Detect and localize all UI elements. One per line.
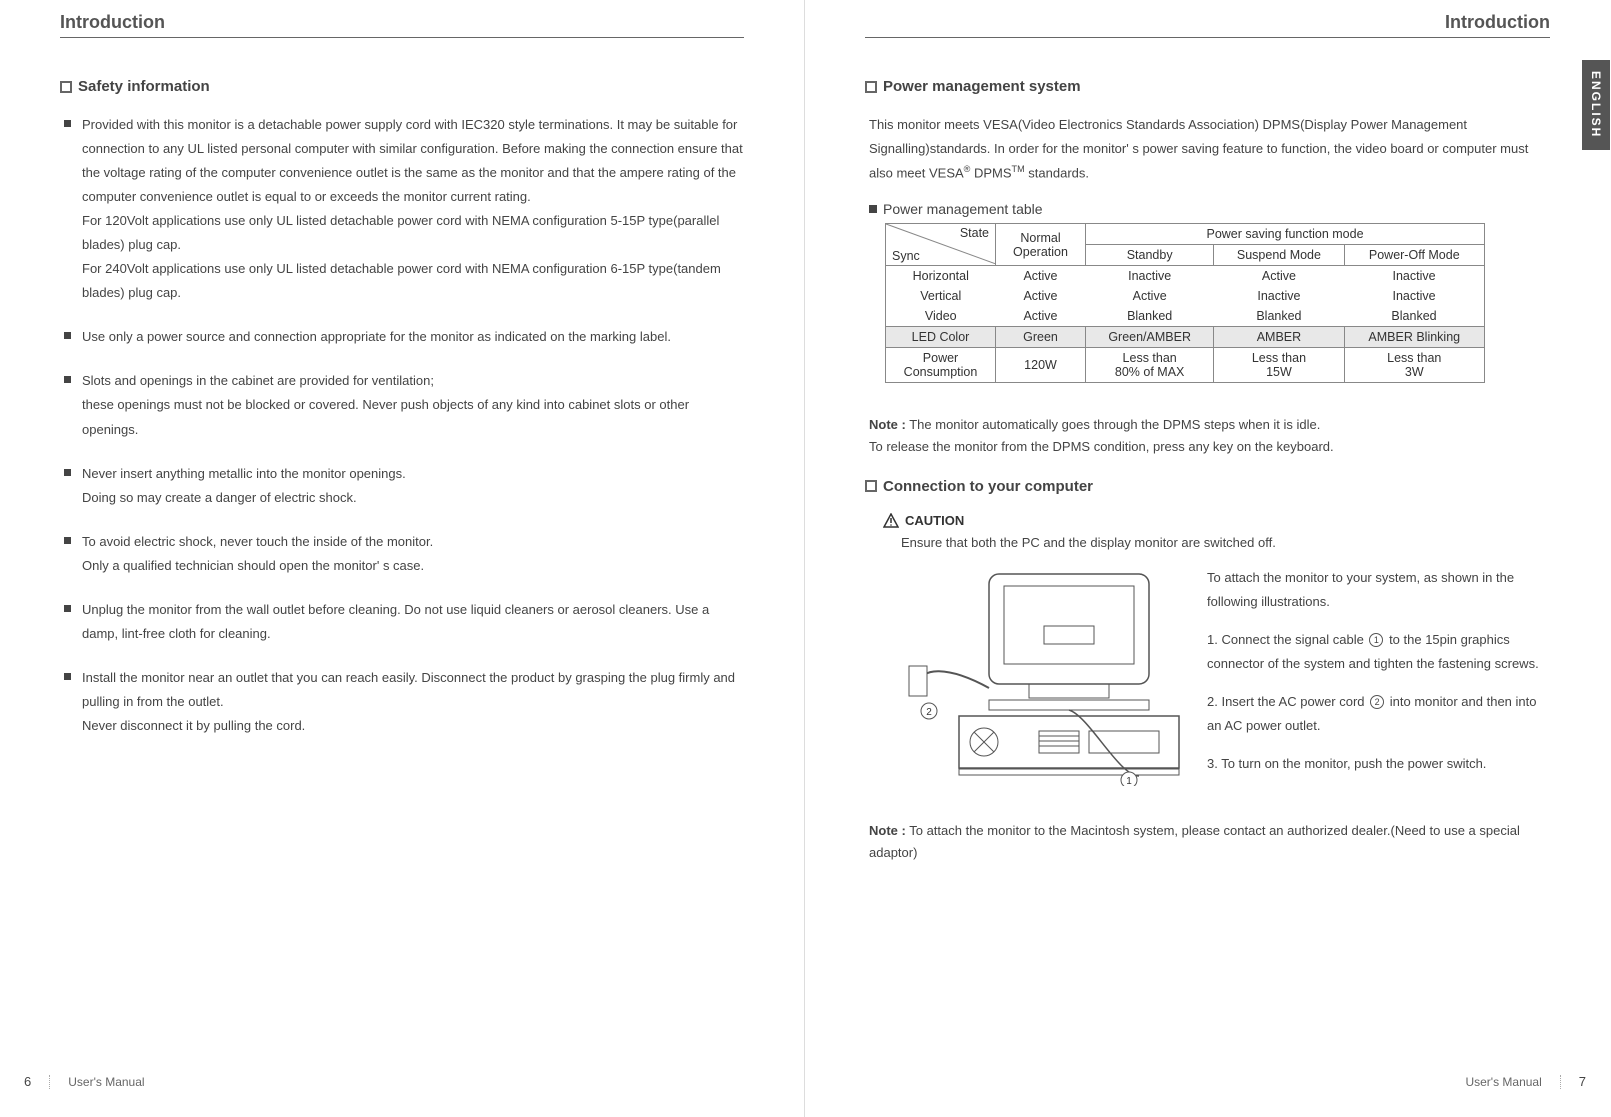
cell: Less than 80% of MAX	[1086, 348, 1214, 383]
pm-table-label: Power management table	[869, 201, 1550, 217]
cell: Green/AMBER	[1086, 327, 1214, 348]
conn-intro: To attach the monitor to your system, as…	[1207, 566, 1550, 614]
connection-text: To attach the monitor to your system, as…	[1207, 566, 1550, 790]
warning-icon	[883, 513, 899, 529]
caution-row: CAUTION	[883, 513, 1550, 529]
note-text: To attach the monitor to the Macintosh s…	[869, 823, 1520, 860]
col-normal: Normal Operation	[996, 224, 1086, 266]
conn-step3: 3. To turn on the monitor, push the powe…	[1207, 752, 1550, 776]
list-item: Provided with this monitor is a detachab…	[64, 113, 744, 305]
cell: Active	[1214, 266, 1344, 287]
circle-2-icon: 2	[1370, 695, 1384, 709]
cell: Inactive	[1086, 266, 1214, 287]
note-label: Note :	[869, 823, 906, 838]
page-number: 7	[1579, 1074, 1586, 1089]
pm-table: Sync State Normal Operation Power saving…	[885, 223, 1485, 383]
cell: LED Color	[886, 327, 996, 348]
note-text: The monitor automatically goes through t…	[869, 417, 1334, 454]
cell: Active	[996, 306, 1086, 327]
divider	[1560, 1075, 1561, 1089]
section-conn-label: Connection to your computer	[883, 478, 1093, 495]
language-tab: ENGLISH	[1582, 60, 1610, 150]
section-conn: Connection to your computer	[865, 478, 1550, 495]
conn-note: Note : To attach the monitor to the Maci…	[869, 798, 1550, 864]
cell: Active	[996, 286, 1086, 306]
cell: Active	[1086, 286, 1214, 306]
text: 2. Insert the AC power cord	[1207, 694, 1368, 709]
footer-label: User's Manual	[68, 1075, 144, 1089]
list-item: Use only a power source and connection a…	[64, 325, 744, 349]
square-icon	[865, 81, 877, 93]
cell: Inactive	[1344, 286, 1484, 306]
list-item: Unplug the monitor from the wall outlet …	[64, 598, 744, 646]
corner-state: State	[960, 226, 989, 240]
col-standby: Standby	[1086, 245, 1214, 266]
safety-list: Provided with this monitor is a detachab…	[60, 113, 744, 738]
cell: Green	[996, 327, 1086, 348]
page-number: 6	[24, 1074, 31, 1089]
connection-diagram: 2 1	[889, 566, 1189, 789]
page-title-right: Introduction	[865, 12, 1550, 38]
pm-table-label-text: Power management table	[883, 201, 1043, 217]
cell: Active	[996, 266, 1086, 287]
cell: Blanked	[1086, 306, 1214, 327]
list-item: Slots and openings in the cabinet are pr…	[64, 369, 744, 441]
cell: AMBER Blinking	[1344, 327, 1484, 348]
cell: Less than 15W	[1214, 348, 1344, 383]
caution-label: CAUTION	[905, 513, 964, 528]
cell: Inactive	[1214, 286, 1344, 306]
svg-text:1: 1	[1126, 776, 1132, 786]
caution-text: Ensure that both the PC and the display …	[901, 533, 1550, 554]
svg-text:2: 2	[926, 707, 932, 718]
cell: Vertical	[886, 286, 996, 306]
pm-intro: This monitor meets VESA(Video Electronic…	[865, 113, 1550, 185]
cell: Video	[886, 306, 996, 327]
table-corner: Sync State	[886, 224, 996, 266]
text: 1. Connect the signal cable	[1207, 632, 1367, 647]
cell: Inactive	[1344, 266, 1484, 287]
left-page: Introduction Safety information Provided…	[0, 0, 805, 1117]
list-item: Never insert anything metallic into the …	[64, 462, 744, 510]
list-item: To avoid electric shock, never touch the…	[64, 530, 744, 578]
col-poweroff: Power-Off Mode	[1344, 245, 1484, 266]
section-pm: Power management system	[865, 78, 1550, 95]
conn-step1: 1. Connect the signal cable 1 to the 15p…	[1207, 628, 1550, 676]
page-title-left: Introduction	[60, 12, 744, 38]
text: DPMS	[970, 165, 1011, 180]
footer-right: User's Manual 7	[1465, 1074, 1586, 1089]
square-icon	[60, 81, 72, 93]
right-page: Introduction ENGLISH Power management sy…	[805, 0, 1610, 1117]
conn-step2: 2. Insert the AC power cord 2 into monit…	[1207, 690, 1550, 738]
connection-block: 2 1 To attach the monitor to your system…	[889, 566, 1550, 790]
corner-sync: Sync	[892, 249, 920, 263]
cell: Power Consumption	[886, 348, 996, 383]
footer-label: User's Manual	[1465, 1075, 1541, 1089]
divider	[49, 1075, 50, 1089]
square-icon	[865, 480, 877, 492]
cell: Less than 3W	[1344, 348, 1484, 383]
cell: Horizontal	[886, 266, 996, 287]
col-psfm: Power saving function mode	[1086, 224, 1485, 245]
trademark-symbol: TM	[1012, 164, 1025, 174]
section-safety: Safety information	[60, 78, 744, 95]
col-suspend: Suspend Mode	[1214, 245, 1344, 266]
section-pm-label: Power management system	[883, 78, 1081, 95]
section-safety-label: Safety information	[78, 78, 210, 95]
cell: AMBER	[1214, 327, 1344, 348]
cell: 120W	[996, 348, 1086, 383]
list-item: Install the monitor near an outlet that …	[64, 666, 744, 738]
footer-left: 6 User's Manual	[24, 1074, 145, 1089]
note-label: Note :	[869, 417, 906, 432]
pm-note: Note : The monitor automatically goes th…	[869, 391, 1550, 457]
cell: Blanked	[1214, 306, 1344, 327]
circle-1-icon: 1	[1369, 633, 1383, 647]
text: standards.	[1025, 165, 1089, 180]
cell: Blanked	[1344, 306, 1484, 327]
